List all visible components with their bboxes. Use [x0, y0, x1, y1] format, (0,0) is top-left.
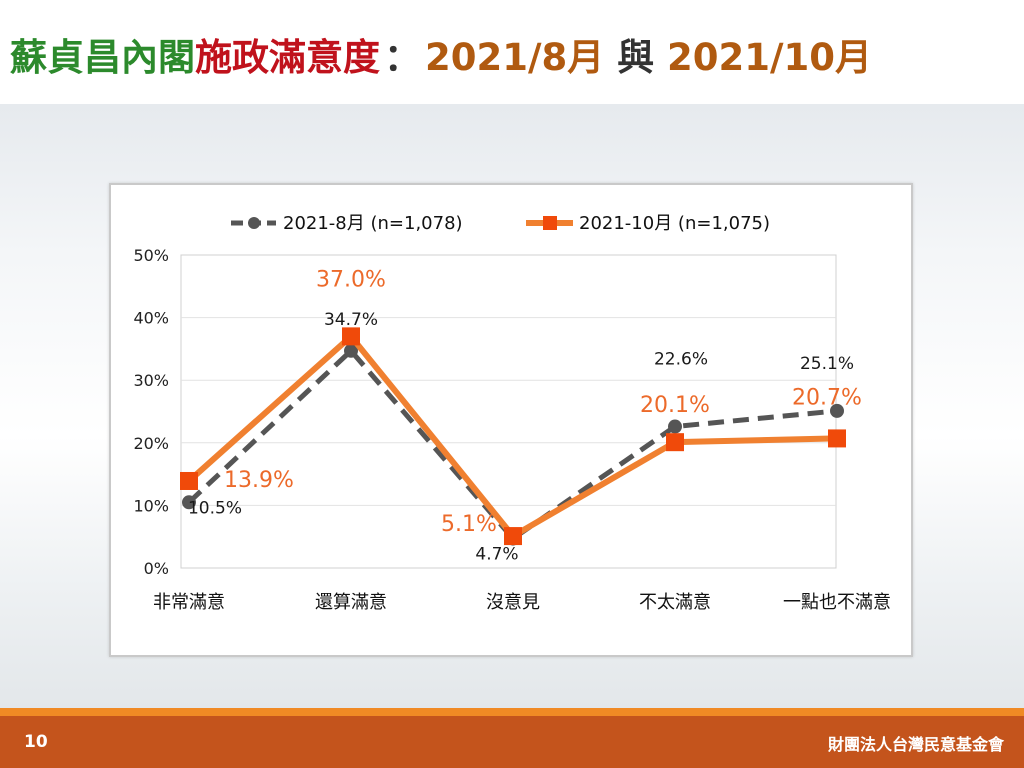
y-tick-label: 20%	[133, 434, 169, 453]
title-and: 與	[617, 36, 655, 79]
x-category-label: 沒意見	[486, 592, 540, 613]
x-category-label: 不太滿意	[639, 592, 711, 613]
y-tick-label: 30%	[133, 371, 169, 390]
series-oct-point	[504, 527, 522, 546]
series-aug-point	[344, 343, 358, 358]
legend-aug-label: 2021-8月 (n=1,078)	[283, 213, 463, 234]
data-label-oct: 20.1%	[640, 393, 710, 418]
x-category-label: 非常滿意	[153, 592, 225, 613]
data-label-oct: 37.0%	[316, 267, 386, 292]
organization-name: 財團法人台灣民意基金會	[827, 735, 1004, 754]
y-tick-label: 0%	[144, 559, 169, 578]
legend-aug-swatch-marker	[248, 217, 260, 229]
series-aug-point	[668, 419, 682, 434]
data-label-aug: 25.1%	[800, 354, 854, 374]
chart-frame: 0% 10% 20% 30% 40% 50% 非常滿意 還算滿意 沒意見 不太滿意 一點也不滿意 1…	[109, 183, 913, 657]
data-label-oct: 5.1%	[441, 512, 497, 537]
legend-oct-label: 2021-10月 (n=1,075)	[579, 213, 770, 234]
x-category-label: 還算滿意	[315, 592, 387, 613]
y-tick-label: 40%	[133, 309, 169, 328]
data-label-aug: 34.7%	[324, 310, 378, 330]
plot-area-border	[180, 254, 837, 569]
series-aug-point	[830, 403, 844, 418]
footer: 10 財團法人台灣民意基金會	[0, 716, 1024, 768]
title-bar: 蘇貞昌內閣施政滿意度： 2021/8月 與 2021/10月	[0, 0, 1024, 104]
footer-accent-line	[0, 708, 1024, 716]
data-label-aug: 22.6%	[654, 350, 708, 370]
title-part-satisfaction: 施政滿意度	[195, 36, 380, 79]
data-label-aug: 10.5%	[188, 498, 242, 518]
data-label-aug: 4.7%	[475, 545, 518, 565]
page-title: 蘇貞昌內閣施政滿意度： 2021/8月 與 2021/10月	[10, 30, 872, 86]
series-oct-point	[666, 433, 684, 452]
series-oct-point	[180, 471, 198, 490]
page-number: 10	[24, 732, 48, 752]
title-date-oct: 2021/10月	[667, 36, 873, 79]
series-oct-point	[342, 327, 360, 346]
series-oct-line	[187, 333, 838, 540]
x-category-label: 一點也不滿意	[783, 592, 891, 613]
line-chart: 0% 10% 20% 30% 40% 50% 非常滿意 還算滿意 沒意見 不太滿意 一點也不滿意 1…	[133, 213, 891, 613]
title-separator: ：	[384, 36, 421, 79]
data-label-oct: 13.9%	[224, 468, 294, 493]
y-tick-label: 50%	[133, 246, 169, 265]
legend-oct-swatch-marker	[543, 216, 557, 230]
title-date-aug: 2021/8月	[425, 36, 605, 79]
y-tick-label: 10%	[133, 496, 169, 515]
series-oct-point	[828, 429, 846, 448]
title-part-cabinet: 蘇貞昌內閣	[10, 36, 195, 79]
series-aug-line	[187, 348, 838, 542]
data-label-oct: 20.7%	[792, 385, 862, 410]
series-aug-point	[182, 495, 196, 510]
